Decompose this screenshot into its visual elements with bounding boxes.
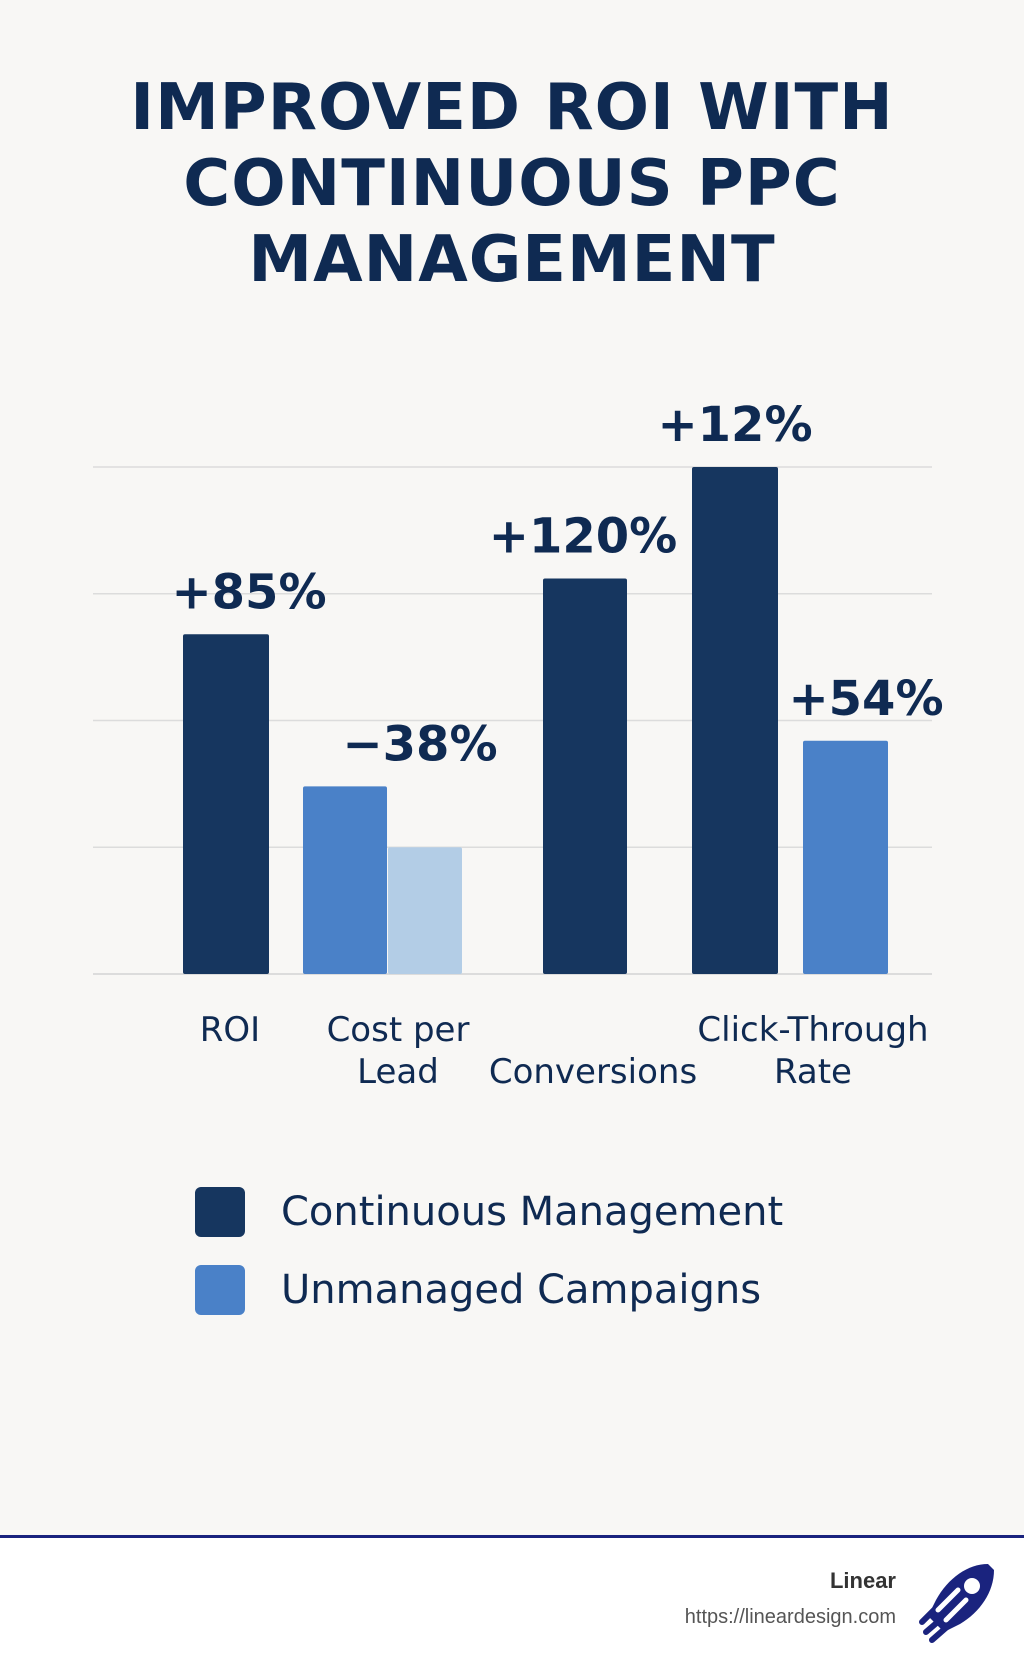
- title-line-1: IMPROVED ROI WITH: [130, 71, 894, 145]
- bar-5: [803, 740, 888, 974]
- bar-label-3: +120%: [489, 509, 678, 565]
- legend-item-unmanaged: Unmanaged Campaigns: [195, 1263, 783, 1317]
- legend-label-unmanaged: Unmanaged Campaigns: [281, 1267, 762, 1313]
- legend-swatch-continuous: [195, 1187, 245, 1237]
- bar-label-4: +12%: [657, 397, 812, 453]
- bar-label-5: +54%: [788, 671, 943, 727]
- category-label-1: Cost per: [327, 1010, 470, 1050]
- footer: [0, 1538, 1024, 1666]
- brand-name: Linear: [829, 1568, 896, 1593]
- bar-4: [692, 467, 778, 974]
- category-label-3: Click-Through: [697, 1010, 928, 1050]
- bars: [183, 467, 888, 974]
- bar-labels: +85% −38% +120% +12% +54%: [171, 397, 943, 772]
- legend-item-continuous: Continuous Management: [195, 1185, 783, 1239]
- title-line-3: MANAGEMENT: [248, 223, 776, 297]
- footer-divider: [0, 1535, 1024, 1538]
- legend: Continuous Management Unmanaged Campaign…: [195, 1185, 783, 1341]
- title-line-2: CONTINUOUS PPC: [183, 147, 841, 221]
- bar-3: [543, 578, 627, 974]
- legend-label-continuous: Continuous Management: [281, 1189, 784, 1235]
- bar-2: [388, 847, 462, 974]
- bar-0: [183, 634, 269, 974]
- legend-swatch-unmanaged: [195, 1265, 245, 1315]
- bar-label-0: +85%: [171, 564, 326, 620]
- rocket-logo-icon: [919, 1564, 994, 1643]
- brand-url[interactable]: https://lineardesign.com: [684, 1606, 896, 1628]
- category-label-1: Lead: [357, 1052, 439, 1092]
- bar-label-1: −38%: [342, 716, 497, 772]
- bar-1: [303, 786, 387, 974]
- chart-title: IMPROVED ROI WITH CONTINUOUS PPC MANAGEM…: [0, 70, 1024, 298]
- category-label-0: ROI: [200, 1010, 260, 1050]
- category-label-2: Conversions: [489, 1052, 697, 1092]
- category-label-3: Rate: [774, 1052, 852, 1092]
